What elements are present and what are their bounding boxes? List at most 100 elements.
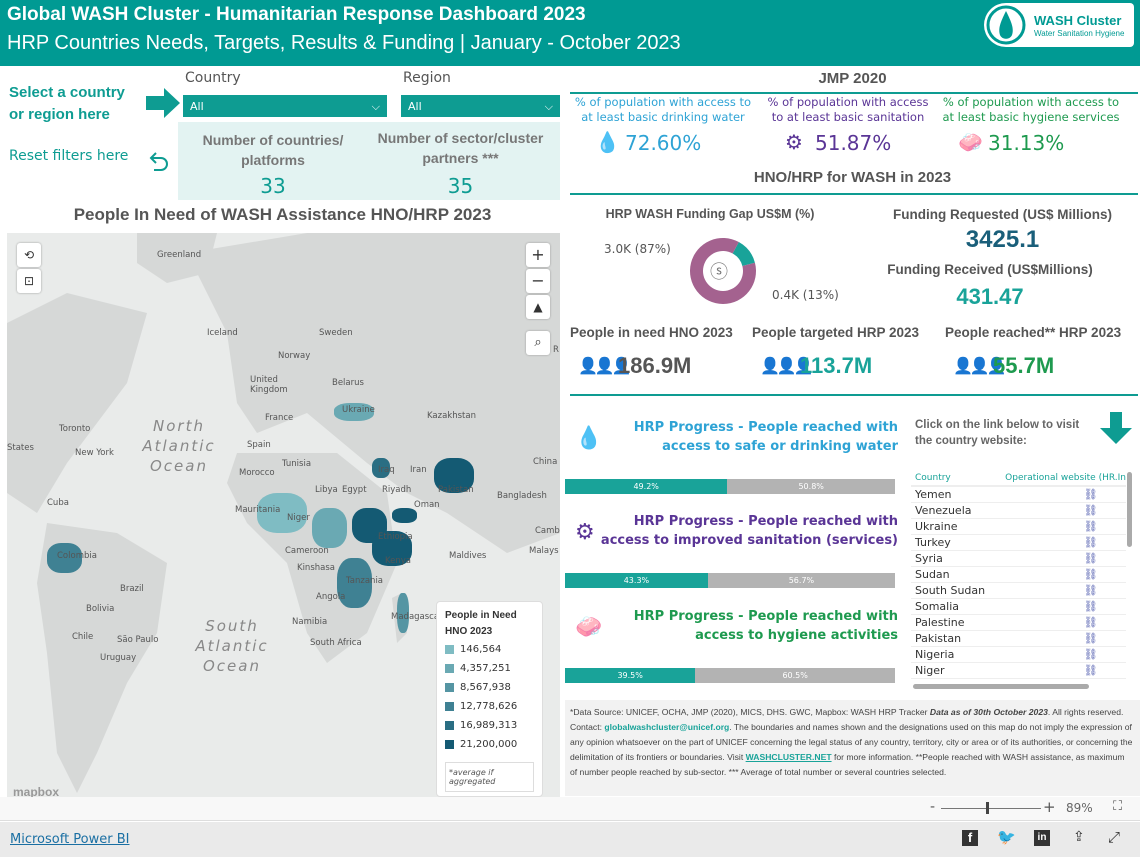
fullscreen-icon[interactable]: ⤢ [1108,828,1121,846]
progress-title: HRP Progress - People reached with acces… [633,420,898,454]
country-shape-ethiopia[interactable] [372,531,412,566]
map-label: Iceland [207,328,238,338]
country-name: Venezuela [915,503,972,517]
country-shape-mali[interactable] [257,493,307,533]
twitter-icon[interactable]: 🐦 [997,828,1016,846]
link-icon[interactable]: ⛓ [1083,519,1098,533]
progress-bar[interactable]: 39.5% 60.5% [565,668,895,683]
link-icon[interactable]: ⛓ [1083,647,1098,661]
link-icon[interactable]: ⛓ [1083,599,1098,613]
map-label: Greenland [157,250,202,260]
reset-icon[interactable] [146,150,170,174]
footer: Microsoft Power BI f 🐦 in ⇪ ⤢ [0,822,1140,857]
map-label: Bangladesh [497,491,547,501]
country-shape-syria[interactable] [372,458,390,478]
map-label: Kinshasa [297,563,335,573]
zoom-slider-thumb[interactable] [986,802,989,814]
link-icon[interactable]: ⛓ [1083,503,1098,517]
country-name: Niger [915,663,945,677]
link-icon[interactable]: ⛓ [1083,487,1098,501]
region-dropdown[interactable]: All ⌵ [401,95,560,117]
country-shape-colombia[interactable] [47,543,82,573]
jmp-value: 51.87% [815,131,892,155]
legend-value: 4,357,251 [460,663,511,674]
contact-email-link[interactable]: globalwashcluster@unicef.org [604,722,730,732]
country-name: Somalia [915,599,960,613]
counts-panel: Number of countries/ platforms 33 Number… [178,122,560,200]
legend-value: 12,778,626 [460,701,518,712]
country-shape-chad[interactable] [312,508,347,548]
link-icon[interactable]: ⛓ [1083,615,1098,629]
power-bi-link[interactable]: Microsoft Power BI [10,832,130,847]
legend-swatch [445,702,454,711]
country-shape-madagascar[interactable] [397,593,409,633]
zoom-slider[interactable] [941,808,1041,809]
funding-gap-donut[interactable] [686,234,760,308]
progress-bar[interactable]: 43.3% 56.7% [565,573,895,588]
facebook-icon[interactable]: f [962,830,978,846]
country-shape-yemen[interactable] [392,508,417,523]
chevron-down-icon: ⌵ [544,100,553,113]
link-icon[interactable]: ⛓ [1083,631,1098,645]
fit-to-page-icon[interactable]: ⛶ [1113,799,1123,814]
rect-select-icon[interactable]: ⊡ [17,269,41,293]
search-map-icon[interactable]: ⌕ [526,331,550,355]
legend-item: 21,200,000 [445,735,534,754]
handwashing-icon: 🧼 [575,615,603,640]
map-label: Bolivia [86,604,115,614]
donut-slice-gap[interactable] [690,238,756,304]
zoom-out-control[interactable]: - [930,799,936,815]
progress-remaining: 50.8% [727,479,895,494]
links-intro: Click on the link below to visit the cou… [915,419,1080,447]
progress-bar[interactable]: 49.2% 50.8% [565,479,895,494]
washcluster-link[interactable]: WASHCLUSTER.NET [745,752,832,762]
country-shape-afghanistan[interactable] [434,458,474,493]
lasso-select-icon[interactable]: ⟲ [17,243,41,267]
share-icon[interactable]: ⇪ [1073,829,1085,845]
table-vertical-scrollbar[interactable] [1127,472,1132,547]
link-icon[interactable]: ⛓ [1083,551,1098,565]
funding-requested-value: 3425.1 [965,226,1040,253]
country-shape-ukraine[interactable] [334,403,374,421]
donut-slice-received[interactable] [732,242,755,266]
world-map[interactable]: Greenland Iceland Sweden Norway United Kingd… [7,233,560,797]
col-country[interactable]: Country [915,473,951,483]
table-horizontal-scrollbar[interactable] [913,684,1089,689]
zoom-in-control[interactable]: + [1043,798,1056,816]
mapbox-attribution[interactable]: mapbox [13,785,60,797]
link-icon[interactable]: ⛓ [1083,535,1098,549]
legend-item: 4,357,251 [445,659,534,678]
reset-filters-link[interactable]: Reset filters here [9,148,129,164]
region-filter-label: Region [403,70,451,86]
country-name: Sudan [915,567,950,581]
divider [570,92,1138,94]
link-icon[interactable]: ⛓ [1083,663,1098,677]
zoom-in-button[interactable]: + [526,243,550,267]
country-name: Palestine [915,615,965,629]
compass-icon[interactable]: ▲ [526,295,550,319]
table-row: Somalia ⛓ [911,598,1126,614]
legend-value: 8,567,938 [460,682,511,693]
map-label: Sweden [319,328,353,338]
country-name: Syria [915,551,943,565]
map-label: Cambo [535,526,560,536]
map-label: United Kingdom [250,375,288,395]
divider [570,394,1138,396]
country-dropdown[interactable]: All ⌵ [183,95,387,117]
map-label: Madagascar [391,612,443,622]
link-icon[interactable]: ⛓ [1083,567,1098,581]
link-icon[interactable]: ⛓ [1083,583,1098,597]
map-label: Iraq [378,465,395,475]
zoom-out-button[interactable]: − [526,269,550,293]
col-website[interactable]: Operational website (HR.In [1005,473,1126,483]
table-row: Syria ⛓ [911,550,1126,566]
country-dropdown-value: All [190,100,204,113]
received-data-label: 0.4K (13%) [772,288,839,302]
linkedin-icon[interactable]: in [1034,830,1050,846]
progress-done: 39.5% [565,668,696,683]
people-label: People reached** HRP 2023 [945,325,1122,340]
people-group-icon: 👤👤👤 [953,356,1007,375]
country-shape-drc[interactable] [337,558,372,608]
countries-count-label: Number of countries/ platforms [202,132,344,168]
map-label: Kazakhstan [427,411,476,421]
